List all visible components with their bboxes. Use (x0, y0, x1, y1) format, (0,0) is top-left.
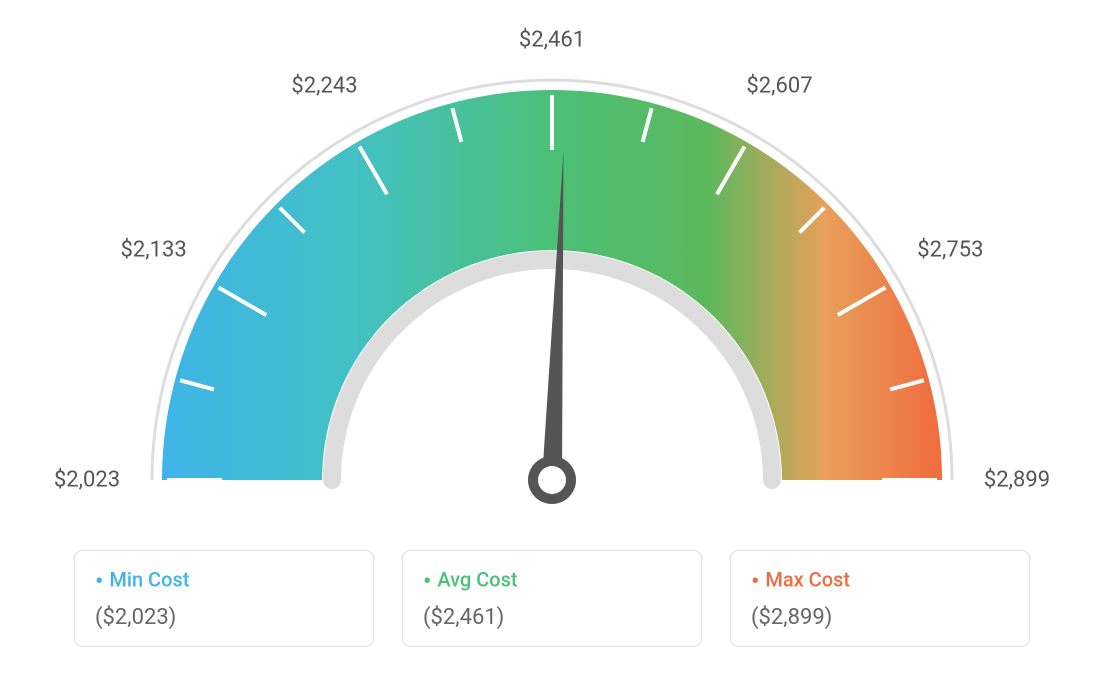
legend-row: Min Cost ($2,023) Avg Cost ($2,461) Max Cost… (0, 550, 1104, 647)
legend-value: ($2,461) (423, 605, 681, 630)
gauge-tick-label: $2,243 (291, 73, 357, 98)
gauge-chart: $2,023 $2,133 $2,243 $2,461 $2,607 $2,753 $2,8… (0, 0, 1104, 540)
gauge-tick-label: $2,461 (519, 28, 585, 53)
legend-value: ($2,023) (95, 605, 353, 630)
gauge-tick-label: $2,753 (917, 238, 983, 263)
legend-title: Avg Cost (423, 567, 681, 595)
legend-card: Max Cost ($2,899) (730, 550, 1030, 647)
legend-value: ($2,899) (751, 605, 1009, 630)
legend-title: Max Cost (751, 567, 1009, 595)
gauge-needle-hub-hole (538, 466, 566, 494)
gauge-tick-label: $2,023 (54, 468, 120, 493)
gauge-tick-label: $2,899 (984, 468, 1050, 493)
legend-card: Min Cost ($2,023) (74, 550, 374, 647)
legend-card: Avg Cost ($2,461) (402, 550, 702, 647)
gauge-tick-label: $2,607 (746, 73, 812, 98)
gauge-svg (0, 0, 1104, 540)
legend-title: Min Cost (95, 567, 353, 595)
gauge-tick-label: $2,133 (121, 238, 187, 263)
